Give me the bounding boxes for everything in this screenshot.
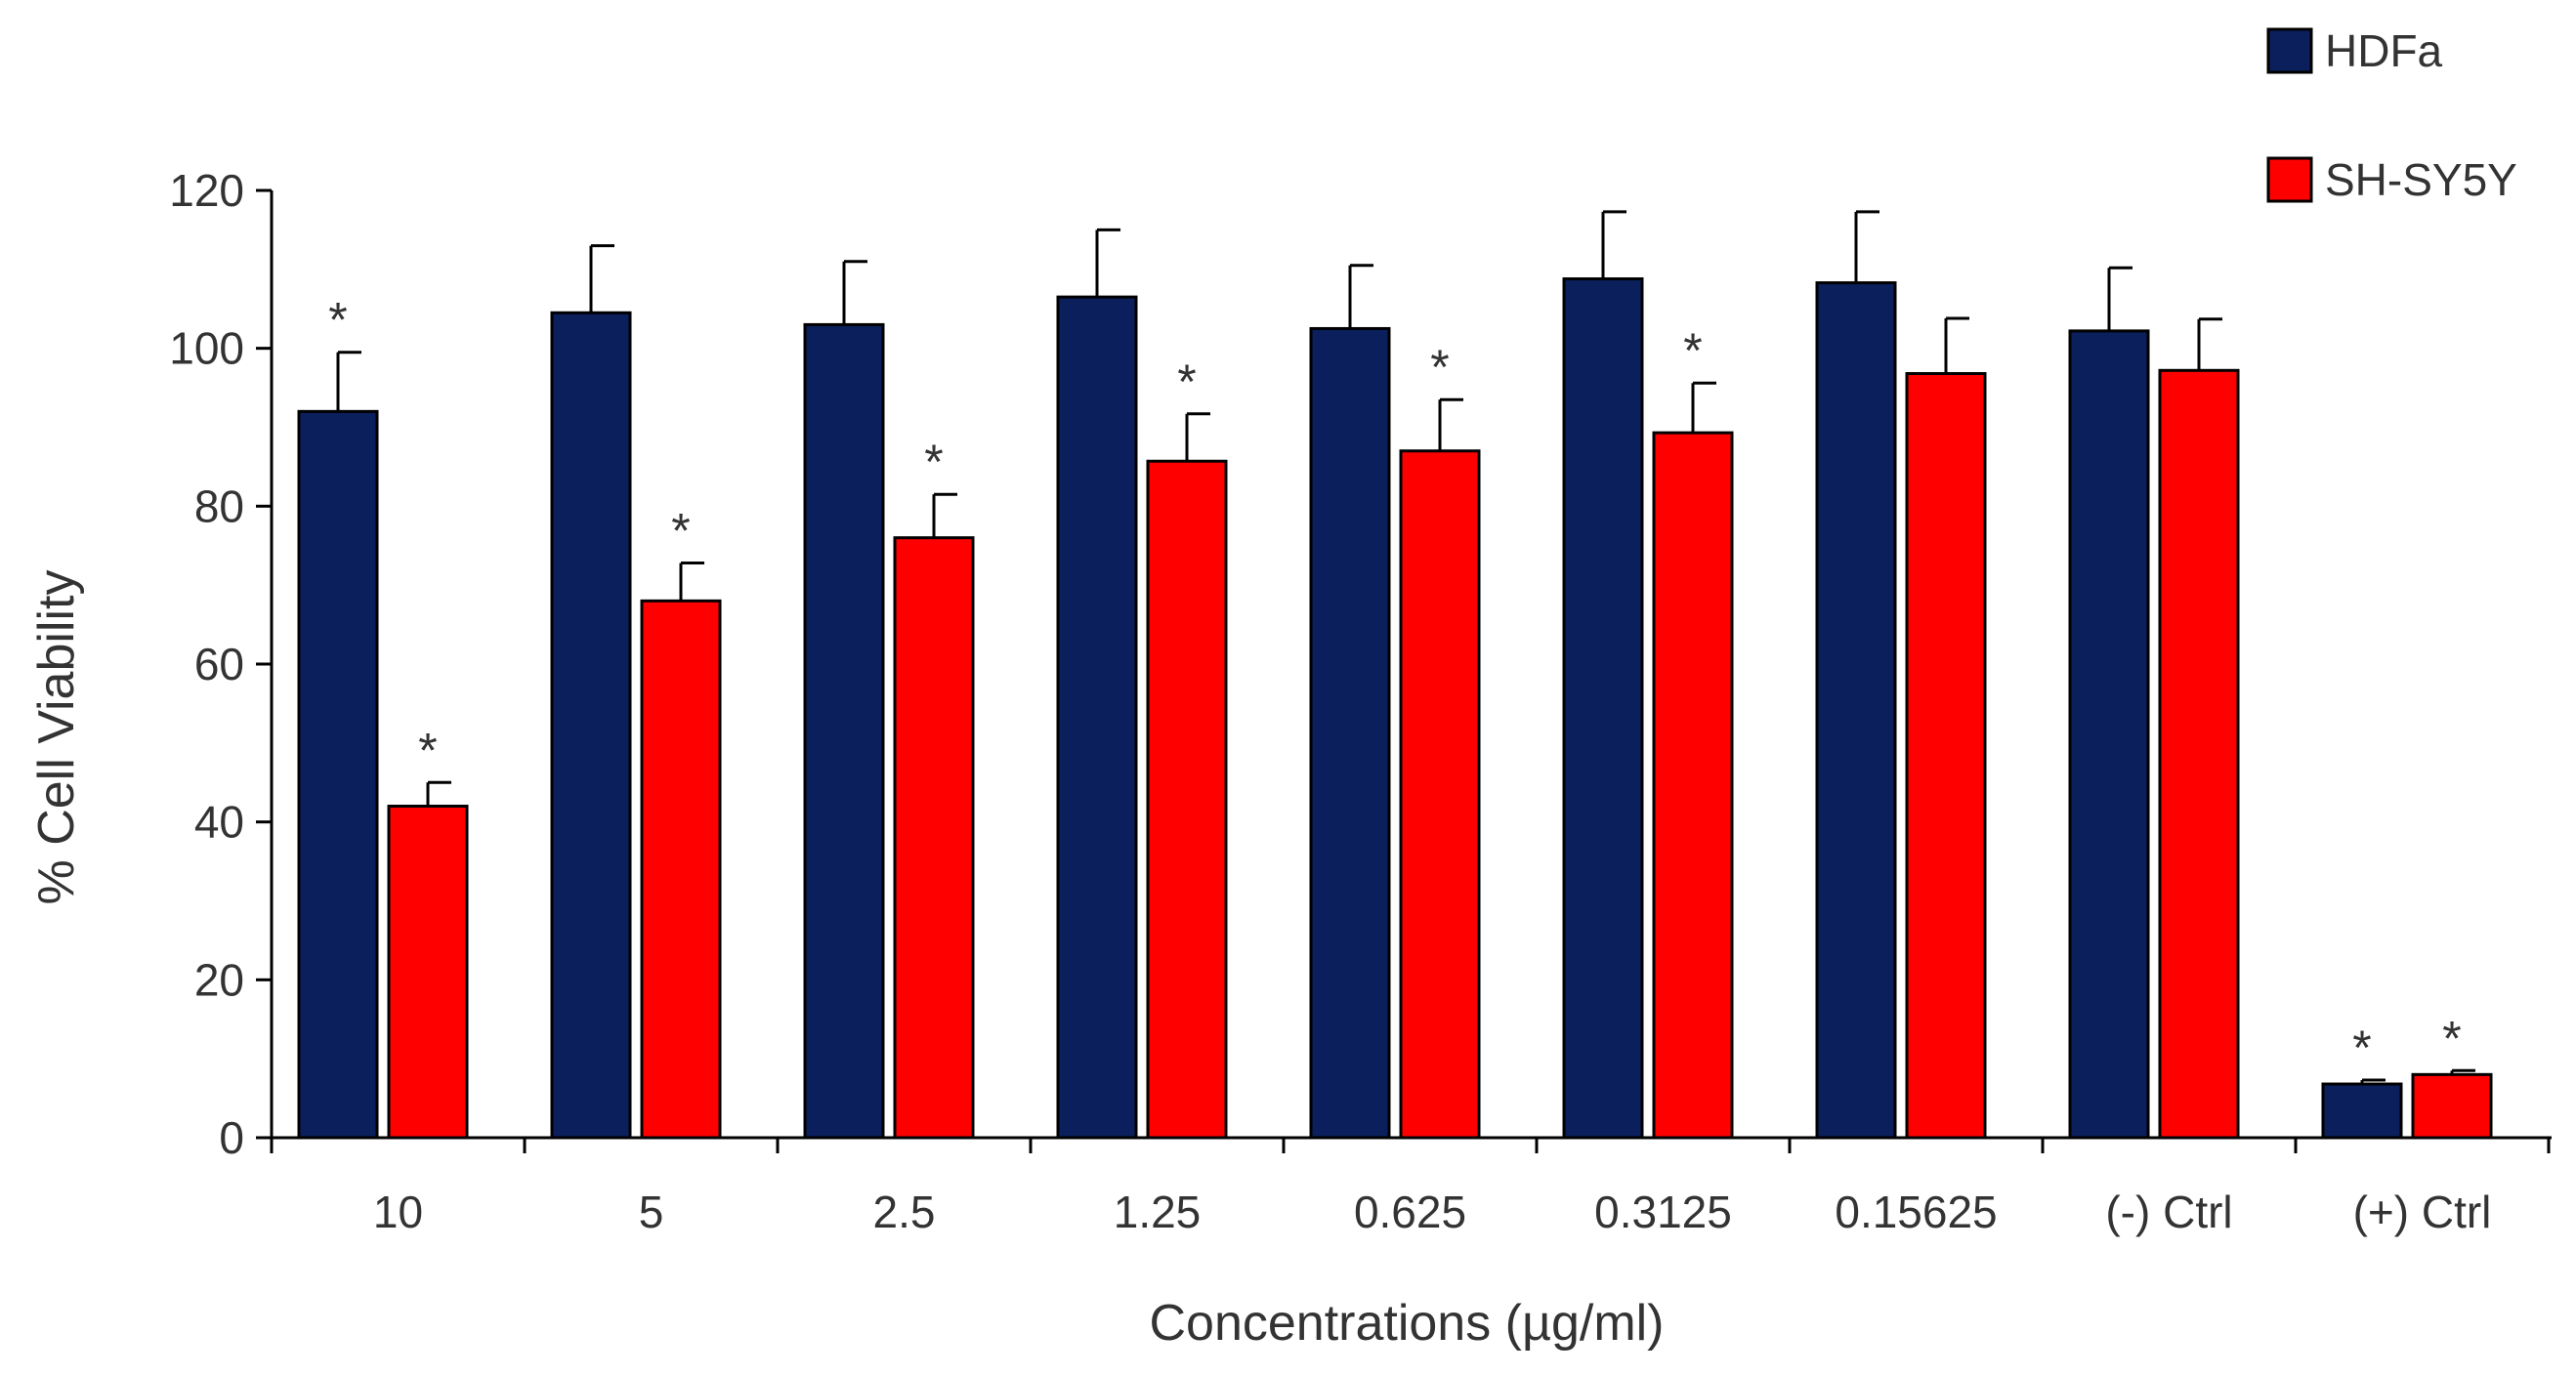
bar-sh-sy5y-5: [1652, 431, 1734, 1140]
bar-sh-sy5y-2: [893, 536, 975, 1140]
y-tick-label-100: 100: [169, 323, 244, 374]
y-tick-label-120: 120: [169, 165, 244, 216]
y-tick-label-60: 60: [194, 639, 244, 689]
legend-label-sh-sy5y: SH-SY5Y: [2325, 154, 2517, 205]
significance-marker-sh-sy5y-8: *: [2442, 1011, 2461, 1065]
significance-marker-sh-sy5y-4: *: [1430, 340, 1449, 395]
significance-marker-sh-sy5y-3: *: [1177, 354, 1196, 409]
x-axis-title: Concentrations (µg/ml): [1149, 1295, 1664, 1352]
legend-swatch-hdfa: [2266, 27, 2313, 74]
significance-marker-sh-sy5y-1: *: [671, 504, 690, 559]
bar-sh-sy5y-1: [640, 599, 722, 1140]
y-tick-label-80: 80: [194, 480, 244, 531]
x-tick-label-4: 0.625: [1354, 1187, 1466, 1237]
y-tick-label-40: 40: [194, 797, 244, 848]
bar-hdfa-6: [1815, 281, 1897, 1140]
bar-hdfa-3: [1056, 295, 1138, 1140]
x-tick-label-6: 0.15625: [1835, 1187, 1997, 1237]
bar-hdfa-1: [550, 311, 632, 1140]
x-tick-label-2: 2.5: [873, 1187, 936, 1237]
x-tick-label-3: 1.25: [1114, 1187, 1202, 1237]
bar-sh-sy5y-6: [1905, 372, 1987, 1140]
x-tick-label-5: 0.3125: [1594, 1187, 1732, 1237]
bar-hdfa-0: [297, 409, 379, 1140]
significance-marker-sh-sy5y-5: *: [1683, 323, 1702, 378]
y-tick-label-0: 0: [219, 1112, 244, 1163]
x-tick-label-0: 10: [373, 1187, 423, 1237]
bar-sh-sy5y-4: [1399, 449, 1481, 1140]
x-tick-label-7: (-) Ctrl: [2105, 1187, 2232, 1237]
bar-sh-sy5y-8: [2411, 1072, 2493, 1140]
significance-marker-hdfa-8: *: [2352, 1021, 2371, 1075]
bar-sh-sy5y-7: [2158, 368, 2240, 1140]
y-axis-title: % Cell Viability: [28, 570, 85, 905]
bar-hdfa-5: [1562, 277, 1644, 1140]
bar-hdfa-7: [2068, 329, 2150, 1140]
x-tick-label-8: (+) Ctrl: [2353, 1187, 2492, 1237]
bar-sh-sy5y-3: [1146, 459, 1228, 1140]
bar-hdfa-4: [1309, 326, 1391, 1140]
y-tick-label-20: 20: [194, 954, 244, 1005]
x-tick-label-1: 5: [639, 1187, 664, 1237]
bar-hdfa-8: [2321, 1082, 2403, 1140]
legend-swatch-sh-sy5y: [2266, 156, 2313, 203]
significance-marker-sh-sy5y-0: *: [418, 723, 437, 777]
bar-hdfa-2: [803, 322, 885, 1140]
significance-marker-hdfa-0: *: [328, 293, 347, 348]
significance-marker-sh-sy5y-2: *: [924, 435, 943, 489]
bar-sh-sy5y-0: [387, 805, 469, 1140]
legend-label-hdfa: HDFa: [2325, 25, 2443, 76]
